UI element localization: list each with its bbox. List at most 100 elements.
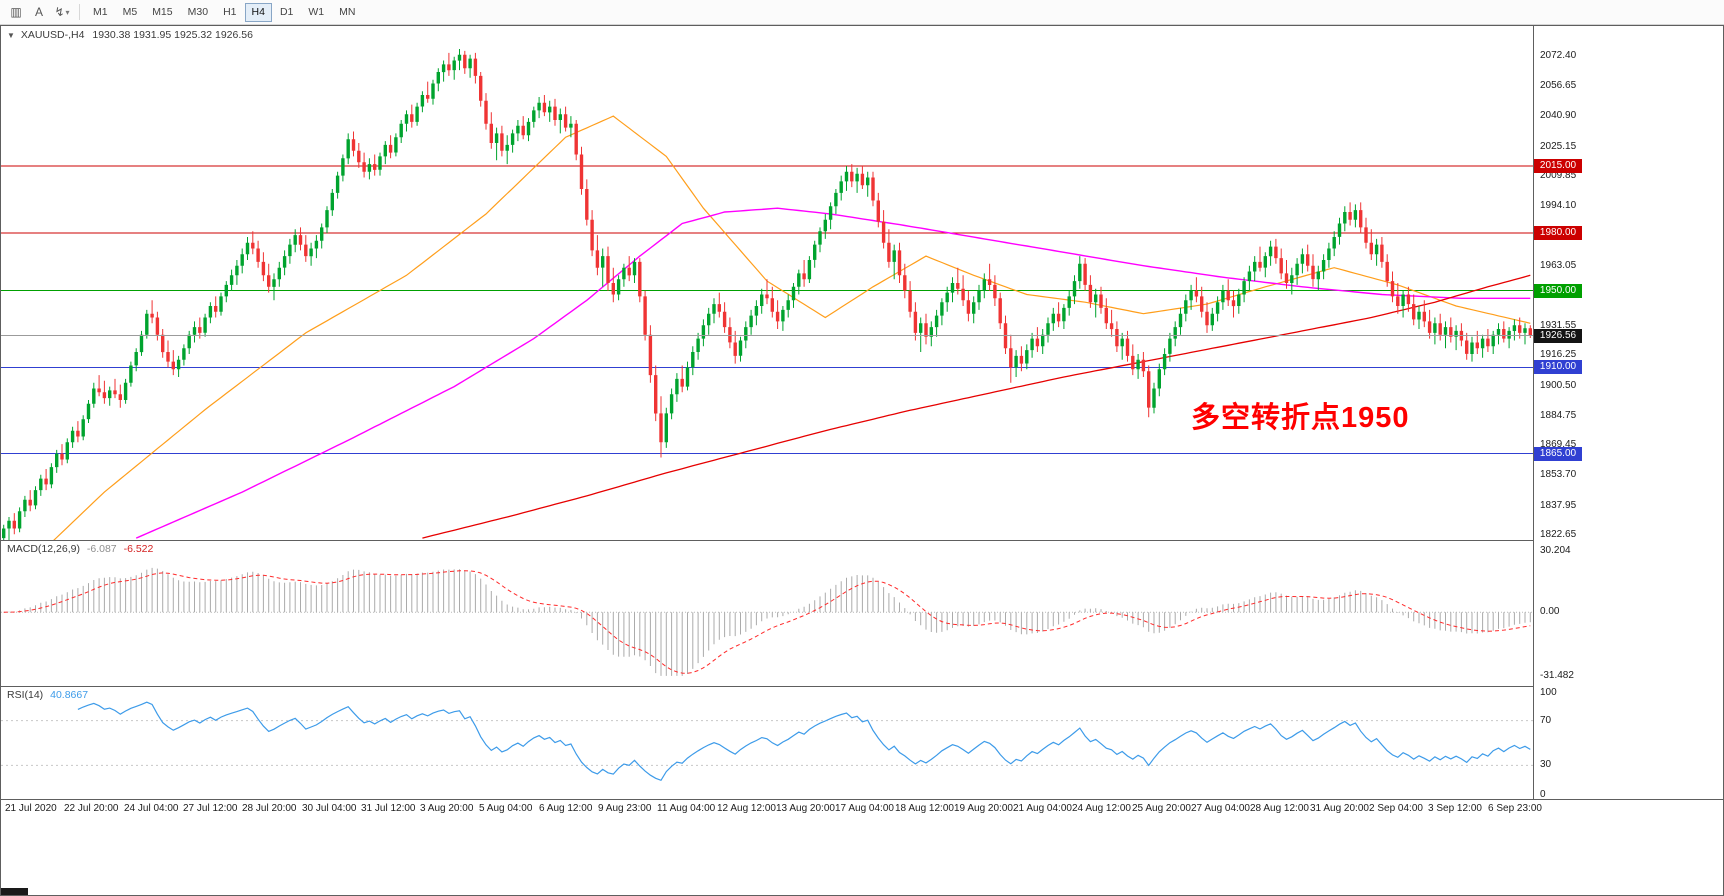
macd-label: MACD(12,26,9) -6.087 -6.522 (7, 543, 153, 555)
timeframe-button-D1[interactable]: D1 (273, 3, 300, 22)
ohlc-values: 1930.38 1931.95 1925.32 1926.56 (92, 29, 253, 41)
bullish-wicks (3, 49, 1526, 540)
timeframe-button-MN[interactable]: MN (332, 3, 362, 22)
time-axis-label: 27 Jul 12:00 (183, 803, 238, 814)
slow-ma-line (422, 274, 1531, 539)
price-badge-1980.00: 1980.00 (1534, 226, 1582, 240)
time-axis-label: 31 Jul 12:00 (361, 803, 416, 814)
bar-chart-glyph: ▥ (10, 5, 22, 19)
mid-ma-line (135, 207, 1531, 539)
panel-separator-rsi[interactable] (1, 686, 1723, 687)
price-axis-label: 1822.65 (1540, 529, 1577, 540)
time-axis-label: 2 Sep 04:00 (1369, 803, 1423, 814)
price-axis-label: 1994.10 (1540, 200, 1577, 211)
timeframe-button-W1[interactable]: W1 (301, 3, 331, 22)
price-axis-label: 1916.25 (1540, 349, 1577, 360)
macd-histogram (8, 567, 1531, 676)
macd-main-value: -6.087 (86, 543, 117, 555)
chart-title: ▼ XAUUSD-,H4 1930.38 1931.95 1925.32 192… (7, 29, 253, 41)
scrollbar-thumb[interactable] (1, 888, 28, 895)
bearish-bodies (12, 54, 1533, 529)
timeframe-button-M30[interactable]: M30 (181, 3, 215, 22)
time-axis-label: 18 Aug 12:00 (895, 803, 954, 814)
indicator-zigzag-icon[interactable]: ↯ ▾ (51, 2, 73, 22)
toolbar: ▥ A ↯ ▾ M1 M5 M15 M30 H1 H4 D1 W1 MN (0, 0, 1724, 25)
price-axis-label: 1884.75 (1540, 410, 1577, 421)
price-axis-label: 1837.95 (1540, 500, 1577, 511)
time-axis-label: 13 Aug 20:00 (776, 803, 835, 814)
time-axis-line (1, 799, 1723, 800)
time-axis-label: 22 Jul 20:00 (64, 803, 119, 814)
macd-signal-line (3, 570, 1531, 674)
time-axis-label: 27 Aug 04:00 (1191, 803, 1250, 814)
timeframe-button-M15[interactable]: M15 (145, 3, 179, 22)
time-axis-label: 6 Sep 23:00 (1488, 803, 1542, 814)
price-axis-label: 1869.45 (1540, 439, 1577, 450)
price-axis-label: 1963.05 (1540, 260, 1577, 271)
bullish-bodies (2, 54, 1527, 539)
macd-name: MACD(12,26,9) (7, 543, 80, 555)
timeframe-button-H4[interactable]: H4 (244, 2, 272, 22)
chart-window: ▼ XAUUSD-,H4 1930.38 1931.95 1925.32 192… (0, 25, 1724, 896)
time-axis-label: 24 Jul 04:00 (124, 803, 179, 814)
macd-panel[interactable] (1, 541, 1533, 686)
timeframe-button-M1[interactable]: M1 (86, 3, 115, 22)
time-axis-label: 9 Aug 23:00 (598, 803, 652, 814)
price-axis-label: 2056.65 (1540, 80, 1577, 91)
rsi-axis-label: 100 (1540, 687, 1557, 698)
time-axis-label: 28 Aug 12:00 (1250, 803, 1309, 814)
panel-separator-macd[interactable] (1, 540, 1723, 541)
annotation-text[interactable]: 多空转折点1950 (1191, 402, 1410, 434)
time-axis: 21 Jul 2020 22 Jul 20:00 24 Jul 04:00 27 Ju… (1, 801, 1542, 817)
symbol-period-label: XAUUSD-,H4 (20, 29, 85, 41)
rsi-panel[interactable] (1, 687, 1533, 799)
price-axis-label: 2025.15 (1540, 141, 1577, 152)
price-axis: 2072.40 2056.65 2040.90 2025.15 2009.85 1994.… (1533, 26, 1723, 800)
time-axis-label: 21 Jul 2020 (5, 803, 57, 814)
text-label-icon[interactable]: A (28, 2, 50, 22)
dropdown-caret-icon: ▾ (65, 7, 70, 17)
price-axis-label: 1931.55 (1540, 320, 1577, 331)
fast-ma-line (53, 115, 1531, 540)
rsi-name: RSI(14) (7, 689, 44, 701)
time-axis-label: 11 Aug 04:00 (657, 803, 716, 814)
rsi-axis-label: 70 (1540, 715, 1552, 726)
toolbar-separator (79, 4, 80, 20)
price-axis-label: 2009.85 (1540, 170, 1577, 181)
price-badge-2015.00: 2015.00 (1534, 159, 1582, 173)
time-axis-label: 25 Aug 20:00 (1132, 803, 1191, 814)
time-axis-label: 17 Aug 04:00 (835, 803, 894, 814)
collapse-icon[interactable]: ▼ (7, 31, 15, 40)
time-axis-label: 28 Jul 20:00 (242, 803, 297, 814)
time-axis-label: 3 Sep 12:00 (1428, 803, 1482, 814)
rsi-axis-label: 0 (1540, 789, 1546, 800)
rsi-axis-label: 30 (1540, 759, 1552, 770)
macd-axis-label: 30.204 (1540, 545, 1571, 556)
macd-axis-label: -31.482 (1540, 670, 1574, 681)
rsi-label: RSI(14) 40.8667 (7, 689, 88, 701)
text-label-glyph: A (34, 5, 43, 19)
timeframe-button-H1[interactable]: H1 (216, 3, 243, 22)
price-badge-1950.00: 1950.00 (1534, 284, 1582, 298)
macd-signal-value: -6.522 (123, 543, 154, 555)
time-axis-label: 12 Aug 12:00 (717, 803, 776, 814)
price-badge-1926.56: 1926.56 (1534, 329, 1582, 343)
rsi-line (77, 701, 1531, 782)
macd-axis-label: 0.00 (1540, 606, 1560, 617)
timeframe-bar: M1 M5 M15 M30 H1 H4 D1 W1 MN (86, 2, 362, 22)
timeframe-button-M5[interactable]: M5 (116, 3, 145, 22)
price-panel[interactable] (1, 26, 1533, 540)
bearish-wicks (13, 50, 1531, 535)
price-axis-label: 1900.50 (1540, 380, 1577, 391)
price-axis-label: 2072.40 (1540, 50, 1577, 61)
price-axis-label: 1853.70 (1540, 469, 1577, 480)
zigzag-glyph: ↯ (54, 5, 65, 19)
rsi-value: 40.8667 (50, 689, 89, 701)
time-axis-label: 6 Aug 12:00 (539, 803, 593, 814)
price-badge-1910.00: 1910.00 (1534, 360, 1582, 374)
bar-chart-icon[interactable]: ▥ (5, 2, 27, 22)
price-badge-1865.00: 1865.00 (1534, 447, 1582, 461)
time-axis-label: 5 Aug 04:00 (479, 803, 533, 814)
price-axis-label: 2040.90 (1540, 110, 1577, 121)
